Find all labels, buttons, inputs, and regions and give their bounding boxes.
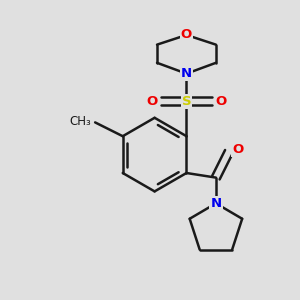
Text: S: S bbox=[182, 95, 191, 108]
Text: O: O bbox=[146, 95, 157, 108]
Text: N: N bbox=[181, 67, 192, 80]
Text: N: N bbox=[210, 197, 221, 210]
Text: O: O bbox=[232, 142, 244, 156]
Text: O: O bbox=[216, 95, 227, 108]
Text: O: O bbox=[181, 28, 192, 41]
Text: CH₃: CH₃ bbox=[70, 115, 92, 128]
